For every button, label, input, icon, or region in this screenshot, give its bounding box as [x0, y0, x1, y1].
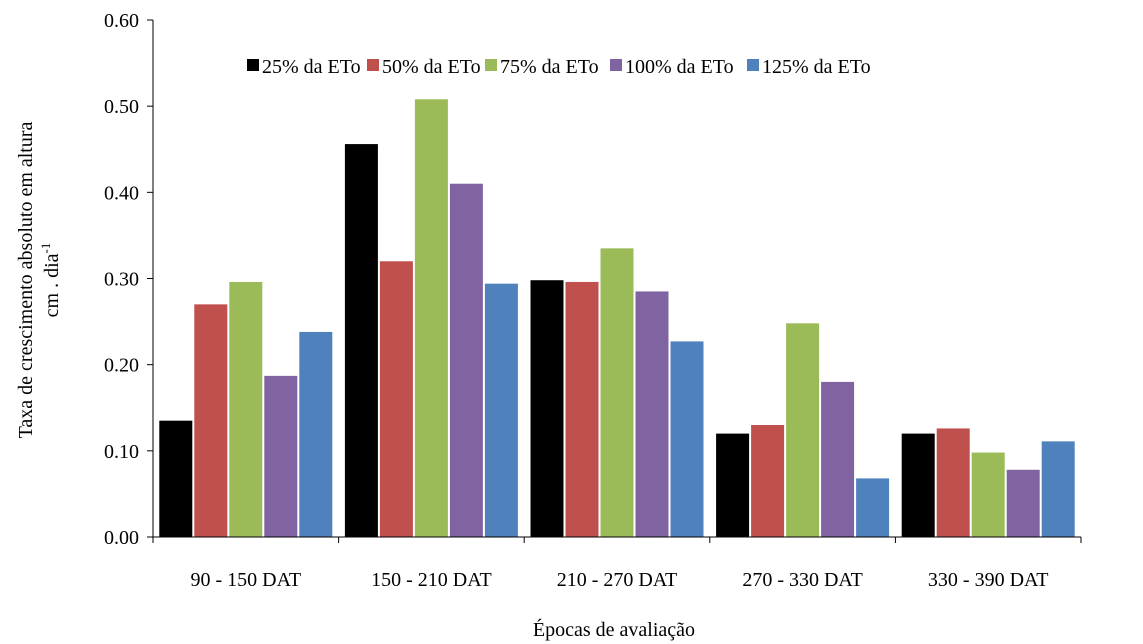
- legend-swatch: [247, 59, 259, 71]
- bar: [159, 420, 193, 537]
- bar: [299, 331, 333, 537]
- bar: [936, 428, 970, 537]
- bar: [600, 248, 634, 537]
- bar: [716, 433, 750, 537]
- bar: [786, 323, 820, 537]
- y-axis-title-line2: cm . dia-1: [38, 243, 63, 318]
- y-tick-label: 0.00: [104, 527, 139, 549]
- y-tick-label: 0.20: [104, 355, 139, 377]
- y-tick-label: 0.10: [104, 441, 139, 463]
- bar: [484, 283, 518, 537]
- bar: [229, 281, 263, 537]
- bar-series: [159, 99, 1075, 538]
- bar: [414, 99, 448, 538]
- x-axis-title: Épocas de avaliação: [533, 618, 695, 641]
- bar: [821, 381, 855, 537]
- legend-swatch: [485, 59, 497, 71]
- y-axis-title: Taxa de crescimento absoluto em altura c…: [15, 121, 63, 438]
- x-tick-label: 330 - 390 DAT: [928, 569, 1049, 591]
- y-axis-unit: cm . dia: [41, 253, 63, 317]
- bar: [379, 261, 413, 537]
- legend-label: 75% da ETo: [500, 56, 599, 78]
- bar: [856, 478, 890, 537]
- bar: [670, 341, 704, 537]
- legend-label: 125% da ETo: [762, 56, 871, 78]
- bar: [635, 291, 669, 537]
- bar: [530, 280, 564, 537]
- y-axis-ticks: 0.00 0.10 0.20 0.30 0.40 0.50 0.60: [104, 10, 153, 549]
- legend-swatch: [747, 59, 759, 71]
- x-tick-label: 90 - 150 DAT: [191, 569, 302, 591]
- x-tick-label: 210 - 270 DAT: [557, 569, 678, 591]
- bar: [971, 452, 1005, 537]
- x-tick-label: 270 - 330 DAT: [742, 569, 863, 591]
- legend-swatch: [610, 59, 622, 71]
- y-tick-label: 0.60: [104, 10, 139, 32]
- bar: [751, 424, 785, 537]
- y-axis-unit-superscript: -1: [38, 243, 53, 254]
- legend-label: 25% da ETo: [262, 56, 361, 78]
- x-tick-label: 150 - 210 DAT: [371, 569, 492, 591]
- bar: [565, 281, 599, 537]
- legend-swatch: [367, 59, 379, 71]
- y-tick-label: 0.40: [104, 182, 139, 204]
- x-axis-ticks: 90 - 150 DAT 150 - 210 DAT 210 - 270 DAT 27…: [152, 537, 1082, 591]
- legend: 25% da ETo 50% da ETo 75% da ETo 100% da ET…: [247, 56, 871, 78]
- y-tick-label: 0.30: [104, 269, 139, 291]
- bar: [1006, 469, 1040, 537]
- bar: [449, 183, 483, 537]
- bar: [194, 304, 228, 537]
- legend-label: 50% da ETo: [382, 56, 481, 78]
- bar: [901, 433, 935, 537]
- bar: [344, 144, 378, 537]
- y-axis-title-line1: Taxa de crescimento absoluto em altura: [15, 121, 37, 438]
- legend-label: 100% da ETo: [625, 56, 734, 78]
- bar: [264, 375, 298, 537]
- bar: [1041, 441, 1075, 537]
- y-tick-label: 0.50: [104, 96, 139, 118]
